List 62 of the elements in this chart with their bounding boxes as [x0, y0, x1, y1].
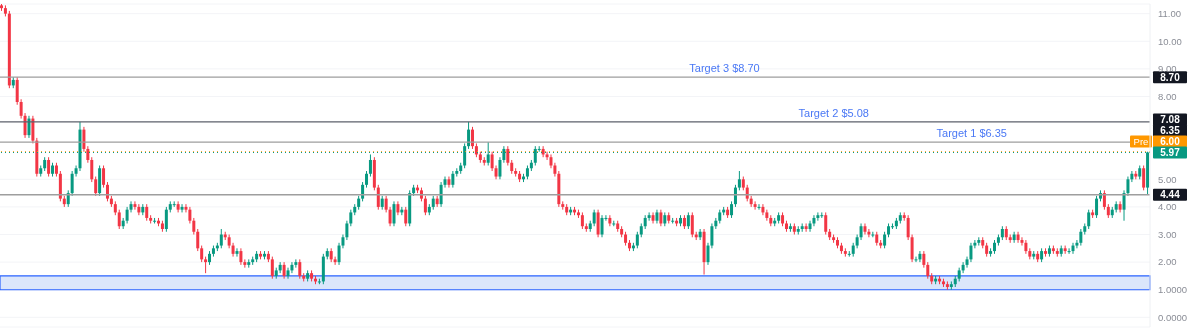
candlestick: [392, 200, 396, 227]
y-tick-label: 0.0000: [1158, 311, 1188, 323]
candlestick: [219, 228, 223, 249]
candlestick: [164, 206, 168, 233]
annotation: Pre: [1133, 136, 1149, 148]
candlestick: [1020, 236, 1024, 247]
candlestick: [737, 170, 741, 191]
candlestick: [600, 214, 604, 238]
y-tick-label: 5.00: [1158, 173, 1177, 185]
candlestick: [361, 181, 365, 202]
candlestick: [596, 209, 600, 238]
candlestick: [404, 206, 408, 227]
y-tick-label: 10.00: [1158, 35, 1182, 47]
candlestick: [1067, 247, 1071, 255]
candlestick: [117, 209, 121, 230]
y-tick-label: 4.00: [1158, 201, 1177, 213]
candlestick: [1095, 195, 1099, 219]
candlestick: [1118, 200, 1122, 213]
ref-line-label: 5.97: [1160, 147, 1181, 159]
candlestick: [235, 247, 239, 258]
candlestick: [651, 211, 655, 224]
candlestick: [1087, 209, 1091, 230]
candlestick: [647, 211, 651, 222]
candlestick: [824, 211, 828, 236]
ref-line-label: 6.35: [1160, 125, 1181, 137]
candlestick: [368, 153, 372, 178]
candlestick: [423, 195, 427, 216]
y-tick-label: 11.00: [1158, 8, 1182, 20]
y-tick-label: 1.0000: [1158, 284, 1188, 296]
candlestick: [816, 211, 820, 222]
annotation: Target 1 $6.35: [936, 127, 1007, 140]
candlestick: [506, 145, 510, 166]
candlestick: [298, 258, 302, 280]
y-tick-label: 8.00: [1158, 90, 1177, 102]
candlestick: [94, 176, 98, 197]
candlestick: [105, 181, 109, 202]
candlestick: [270, 256, 274, 280]
candlestick: [176, 200, 180, 213]
candlestick: [733, 184, 737, 208]
candlestick: [447, 176, 451, 189]
candlestick: [102, 165, 106, 189]
candlestick: [180, 203, 184, 213]
candlestick: [196, 228, 200, 252]
ref-line-label: 8.70: [1160, 71, 1181, 83]
candlestick: [294, 258, 298, 269]
candlestick: [439, 181, 443, 208]
candlestick: [90, 156, 94, 183]
ref-line-label: 7.08: [1160, 114, 1181, 126]
candlestick: [690, 211, 694, 238]
candlestick: [863, 222, 867, 236]
ref-line-label: 4.44: [1160, 189, 1181, 201]
ref-line-label: 6.00: [1160, 136, 1181, 148]
candlestick: [376, 184, 380, 211]
candlestick: [804, 222, 808, 233]
candlestick: [133, 200, 137, 211]
y-tick-label: 3.00: [1158, 228, 1177, 240]
annotation: Target 2 $5.08: [798, 106, 869, 119]
y-tick-label: 2.00: [1158, 256, 1177, 268]
annotation: Target 3 $8.70: [689, 62, 760, 75]
candlestick: [1142, 165, 1146, 191]
candlestick: [753, 200, 757, 211]
candlestick: [757, 203, 761, 211]
